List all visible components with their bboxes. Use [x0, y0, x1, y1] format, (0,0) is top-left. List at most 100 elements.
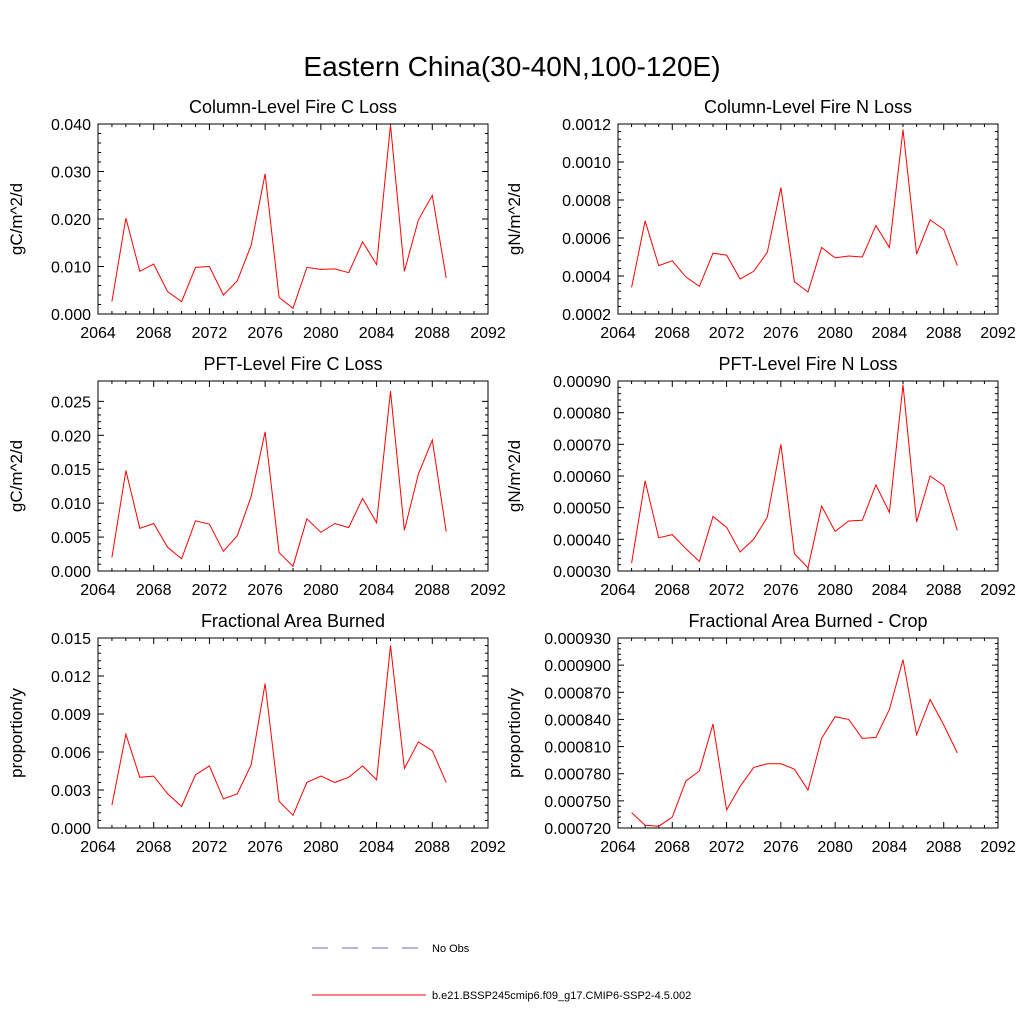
y-tick-label: 0.000720 [544, 821, 611, 838]
x-tick-label: 2084 [872, 325, 908, 342]
chart-panels: Column-Level Fire C Loss 2064 2068 2072 2076… [7, 97, 1016, 856]
x-tick-label: 2088 [926, 582, 962, 599]
x-tick-label: 2072 [192, 582, 228, 599]
y-axis-label: gN/m^2/d [505, 183, 524, 255]
y-tick-label: 0.000 [51, 307, 91, 324]
x-tick-label: 2064 [80, 839, 116, 856]
x-tick-label: 2068 [136, 582, 172, 599]
x-tick-label: 2076 [247, 839, 283, 856]
y-tick-label: 0.020 [51, 212, 91, 229]
legend: No Obs b.e21.BSSP245cmip6.f09_g17.CMIP6-… [312, 943, 691, 1002]
y-tick-label: 0.0012 [562, 117, 611, 134]
chart-title: PFT-Level Fire C Loss [203, 354, 382, 374]
x-tick-label: 2092 [470, 839, 506, 856]
x-tick-label: 2088 [926, 325, 962, 342]
y-tick-label: 0.000840 [544, 712, 611, 729]
x-tick-label: 2084 [872, 582, 908, 599]
chart-column-level-fire-n-loss: Column-Level Fire N Loss 2064 2068 2072 2076… [505, 97, 1016, 342]
x-tick-label: 2068 [654, 582, 690, 599]
y-tick-label: 0.00030 [553, 564, 611, 581]
y-tick-label: 0.005 [51, 530, 91, 547]
y-axis-label: gN/m^2/d [505, 440, 524, 512]
series-line [111, 124, 447, 310]
x-tick-label: 2088 [414, 582, 450, 599]
y-tick-label: 0.00090 [553, 374, 611, 391]
x-tick-label: 2076 [247, 325, 283, 342]
x-tick-label: 2080 [817, 582, 853, 599]
x-tick-label: 2072 [709, 325, 745, 342]
chart-title: Fractional Area Burned - Crop [688, 611, 927, 631]
series-line [111, 645, 447, 817]
chart-column-level-fire-c-loss: Column-Level Fire C Loss 2064 2068 2072 2076… [7, 97, 506, 342]
y-tick-label: 0.009 [51, 707, 91, 724]
series-line [631, 129, 958, 293]
x-tick-label: 2068 [654, 325, 690, 342]
y-tick-label: 0.025 [51, 394, 91, 411]
y-tick-label: 0.010 [51, 496, 91, 513]
y-tick-label: 0.006 [51, 745, 91, 762]
x-tick-label: 2080 [817, 839, 853, 856]
x-tick-label: 2072 [192, 839, 228, 856]
x-tick-label: 2092 [980, 582, 1016, 599]
figure-title: Eastern China(30-40N,100-120E) [303, 51, 720, 82]
y-axis-label: proportion/y [7, 688, 26, 778]
y-tick-label: 0.020 [51, 428, 91, 445]
chart-pft-level-fire-c-loss: PFT-Level Fire C Loss 2064 2068 2072 2076 208… [7, 354, 506, 599]
x-tick-label: 2068 [136, 839, 172, 856]
x-tick-label: 2080 [303, 582, 339, 599]
chart-title: Fractional Area Burned [201, 611, 385, 631]
y-tick-label: 0.0006 [562, 231, 611, 248]
x-tick-label: 2092 [470, 325, 506, 342]
chart-title: PFT-Level Fire N Loss [718, 354, 897, 374]
x-tick-label: 2084 [359, 839, 395, 856]
y-tick-label: 0.012 [51, 669, 91, 686]
x-tick-label: 2084 [359, 325, 395, 342]
legend-no-obs-label: No Obs [432, 943, 470, 955]
x-tick-label: 2064 [600, 582, 636, 599]
y-tick-label: 0.015 [51, 462, 91, 479]
x-tick-label: 2064 [80, 582, 116, 599]
chart-pft-level-fire-n-loss: PFT-Level Fire N Loss 2064 2068 2072 2076 208… [505, 354, 1016, 599]
x-tick-label: 2084 [872, 839, 908, 856]
y-tick-label: 0.000930 [544, 631, 611, 648]
y-tick-label: 0.00060 [553, 469, 611, 486]
y-tick-label: 0.000780 [544, 767, 611, 784]
y-tick-label: 0.040 [51, 117, 91, 134]
y-tick-label: 0.010 [51, 260, 91, 277]
x-tick-label: 2088 [414, 325, 450, 342]
y-tick-label: 0.000 [51, 564, 91, 581]
x-tick-label: 2072 [709, 839, 745, 856]
x-tick-label: 2068 [654, 839, 690, 856]
y-axis-label: gC/m^2/d [7, 440, 26, 512]
y-tick-label: 0.015 [51, 631, 91, 648]
x-tick-label: 2064 [600, 839, 636, 856]
x-tick-label: 2092 [980, 839, 1016, 856]
series-line [111, 391, 447, 568]
y-tick-label: 0.000750 [544, 794, 611, 811]
plot-frame [617, 123, 999, 315]
y-tick-label: 0.00070 [553, 437, 611, 454]
x-tick-label: 2080 [303, 839, 339, 856]
y-tick-label: 0.0008 [562, 193, 611, 210]
x-tick-label: 2076 [247, 582, 283, 599]
x-tick-label: 2076 [763, 582, 799, 599]
y-tick-label: 0.000900 [544, 658, 611, 675]
x-tick-label: 2072 [192, 325, 228, 342]
y-axis-label: proportion/y [505, 688, 524, 778]
y-tick-label: 0.000 [51, 821, 91, 838]
y-axis-label: gC/m^2/d [7, 183, 26, 255]
x-tick-label: 2080 [817, 325, 853, 342]
x-tick-label: 2072 [709, 582, 745, 599]
y-tick-label: 0.00050 [553, 501, 611, 518]
plot-frame [97, 637, 489, 829]
y-tick-label: 0.00040 [553, 532, 611, 549]
y-tick-label: 0.0004 [562, 269, 611, 286]
y-tick-label: 0.000870 [544, 685, 611, 702]
x-tick-label: 2076 [763, 839, 799, 856]
y-tick-label: 0.030 [51, 165, 91, 182]
x-tick-label: 2076 [763, 325, 799, 342]
x-tick-label: 2080 [303, 325, 339, 342]
chart-title: Column-Level Fire N Loss [704, 97, 912, 117]
x-tick-label: 2088 [926, 839, 962, 856]
